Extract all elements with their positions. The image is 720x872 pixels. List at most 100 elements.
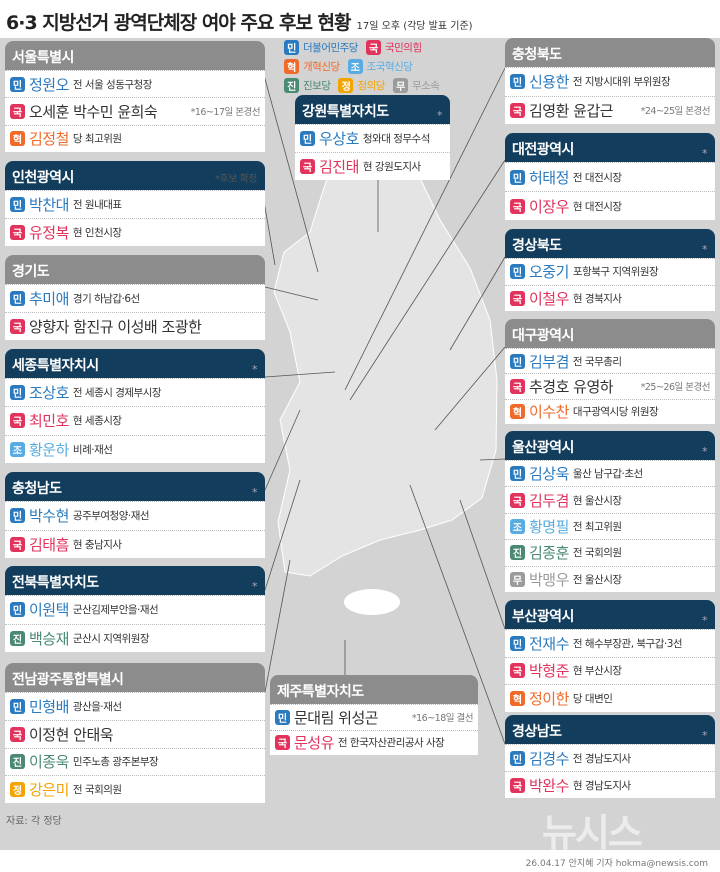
party-badge: 조	[510, 518, 525, 534]
region-title: 제주특별자치도	[277, 684, 364, 700]
party-legend: 민 더불어민주당 국 국민의힘 혁 개혁신당 조 조국혁신당 진 진보당 정 정의당 무 무소속	[284, 38, 499, 95]
region-header: 제주특별자치도	[270, 675, 478, 704]
party-badge: 정	[338, 78, 354, 93]
candidate-name: 문성유	[294, 734, 334, 753]
asterisk-mark: *	[252, 486, 258, 499]
candidate-row: 민 허태정 전 대전시장	[505, 162, 715, 191]
legend-item: 무 무소속	[392, 78, 440, 93]
region-header: 세종특별자치시 *	[5, 349, 265, 378]
legend-label: 진보당	[303, 80, 331, 92]
candidate-description: 청와대 정무수석	[362, 133, 430, 145]
asterisk-mark: *	[252, 580, 258, 593]
leader-line	[264, 559, 291, 693]
legend-item: 정 정의당	[338, 78, 385, 93]
party-badge: 민	[510, 353, 525, 369]
region-box: 충청북도 민 신용한 전 지방시대위 부위원장 국 김영환 윤갑근 *24~25일 본경선	[505, 38, 715, 124]
legend-label: 조국혁신당	[366, 61, 413, 73]
candidate-row: 무 박맹우 전 울산시장	[505, 565, 715, 592]
candidate-description: 전 세종시 경제부시장	[72, 387, 162, 400]
asterisk-mark: *	[702, 243, 708, 256]
title-bar: 6·3 지방선거 광역단체장 여야 주요 후보 현황 17일 오후 (각당 발표…	[0, 0, 720, 38]
leader-line	[344, 67, 506, 391]
region-box: 세종특별자치시 * 민 조상호 전 세종시 경제부시장 국 최민호 현 세종시장 조 황운하 비례·…	[5, 349, 265, 463]
region-title: 경기도	[12, 264, 50, 280]
candidate-description: 현 인천시장	[72, 227, 122, 239]
region-header: 충청북도	[505, 38, 715, 67]
leader-line	[479, 458, 506, 461]
region-title: 울산광역시	[512, 440, 574, 456]
page-title: 6·3 지방선거 광역단체장 여야 주요 후보 현황	[6, 12, 352, 34]
leader-line	[409, 484, 506, 745]
candidate-row: 민 정원오 전 서울 성동구청장	[5, 70, 265, 97]
party-badge: 민	[10, 602, 25, 618]
region-box: 강원특별자치도 * 민 우상호 청와대 정무수석 국 김진태 현 강원도지사	[295, 95, 450, 180]
region-title: 대전광역시	[512, 142, 574, 158]
candidate-description: 현 강원도지사	[362, 161, 421, 173]
candidate-row: 국 유정복 현 인천시장	[5, 218, 265, 246]
legend-item: 국 국민의힘	[365, 40, 422, 55]
region-title: 대구광역시	[512, 328, 574, 344]
party-badge: 국	[510, 777, 525, 793]
asterisk-mark: *	[702, 729, 708, 742]
party-badge: 민	[510, 169, 525, 185]
candidate-row: 조 황운하 비례·재선	[5, 434, 265, 463]
party-badge: 무	[392, 78, 408, 93]
candidate-name: 이철우	[529, 289, 569, 308]
leader-line	[449, 256, 506, 351]
candidate-description: 전 국회의원	[72, 784, 122, 797]
leader-line	[264, 409, 301, 491]
candidate-description: 당 최고위원	[72, 133, 122, 146]
legend-row: 혁 개혁신당 조 조국혁신당	[284, 57, 499, 76]
candidate-row: 혁 이수찬 대구광역시당 위원장	[505, 398, 715, 424]
party-badge: 국	[10, 413, 25, 429]
region-title: 서울특별시	[12, 50, 74, 66]
party-badge: 민	[510, 750, 525, 766]
party-badge: 혁	[510, 404, 525, 420]
candidate-description: 민주노총 광주본부장	[72, 756, 159, 769]
schedule-note: *24~25일 본경선	[640, 106, 711, 118]
party-badge: 진	[284, 78, 299, 93]
region-box: 경상북도 * 민 오중기 포항북구 지역위원장 국 이철우 현 경북지사	[505, 229, 715, 311]
candidate-name: 추경호 유영하	[529, 377, 614, 396]
region-box: 대전광역시 * 민 허태정 전 대전시장 국 이장우 현 대전시장	[505, 133, 715, 220]
header-note: *후보 확정	[215, 174, 257, 185]
candidate-row: 혁 김정철 당 최고위원	[5, 124, 265, 152]
candidate-name: 김영환 윤갑근	[529, 101, 614, 120]
candidate-row: 국 추경호 유영하 *25~26일 본경선	[505, 373, 715, 398]
candidate-row: 민 조상호 전 세종시 경제부시장	[5, 378, 265, 406]
party-badge: 국	[365, 40, 381, 55]
party-badge: 국	[510, 198, 525, 214]
candidate-row: 국 김두겸 현 울산시장	[505, 486, 715, 512]
region-header: 경기도	[5, 255, 265, 284]
candidate-name: 김상욱	[529, 465, 569, 484]
candidate-description: 전 원내대표	[72, 199, 122, 211]
leader-line	[261, 67, 319, 273]
region-header: 대전광역시 *	[505, 133, 715, 162]
candidate-name: 민형배	[29, 697, 69, 716]
candidate-row: 진 이종욱 민주노총 광주본부장	[5, 747, 265, 776]
candidate-name: 오중기	[529, 263, 569, 282]
party-badge: 혁	[284, 59, 299, 74]
candidate-description: 전 서울 성동구청장	[72, 78, 152, 91]
asterisk-mark: *	[702, 147, 708, 160]
legend-row: 진 진보당 정 정의당 무 무소속	[284, 76, 499, 95]
region-title: 경상남도	[512, 724, 562, 740]
candidate-description: 비례·재선	[72, 443, 113, 456]
candidate-name: 김태흠	[29, 535, 69, 554]
candidate-row: 민 추미애 경기 하남갑·6선	[5, 284, 265, 312]
region-title: 경상북도	[512, 238, 562, 254]
leader-line	[264, 371, 336, 378]
candidate-description: 당 대변인	[572, 693, 613, 706]
party-badge: 국	[10, 536, 25, 552]
party-badge: 민	[10, 698, 25, 714]
party-badge: 진	[510, 545, 525, 561]
leader-lines	[261, 67, 506, 745]
party-badge: 민	[510, 74, 525, 90]
party-badge: 민	[10, 385, 25, 401]
party-badge: 민	[10, 197, 25, 212]
candidate-row: 국 이철우 현 경북지사	[505, 284, 715, 312]
region-box: 전북특별자치도 * 민 이원택 군산김제부안을·재선 진 백승재 군산시 지역위원장	[5, 566, 265, 652]
candidate-description: 울산 남구갑·초선	[572, 468, 643, 481]
candidate-row: 민 김부겸 전 국무총리	[505, 348, 715, 373]
candidate-name: 정원오	[29, 75, 69, 94]
